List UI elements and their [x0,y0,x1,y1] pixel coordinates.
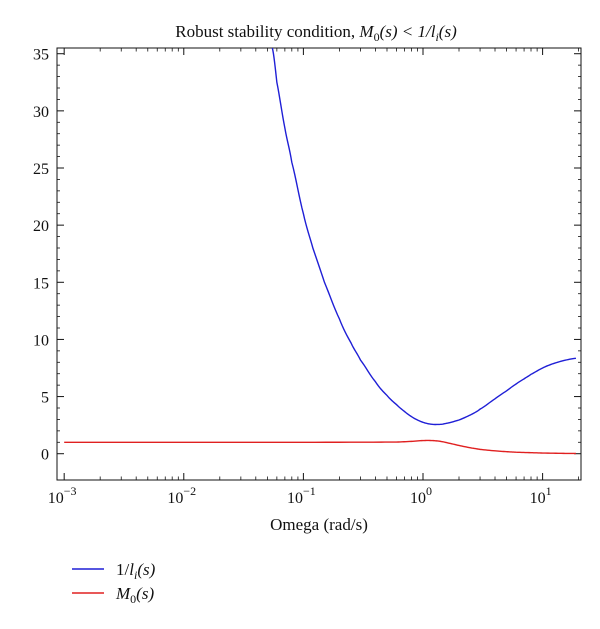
title-m-sub: 0 [374,30,380,44]
axes: 0 5 10 15 20 25 30 35 10−3 10−2 10−1 100 101 [33,47,581,507]
x-tick-label: 10−3 [48,484,77,507]
x-axis-label: Omega (rad/s) [270,515,368,534]
title-prefix: Robust stability condition, [175,22,359,41]
y-tick-label: 0 [41,447,49,464]
chart-title: Robust stability condition, M0(s) < 1/li… [175,22,457,44]
x-tick-label: 101 [530,484,552,507]
x-tick-label: 10−2 [167,484,196,507]
title-m-arg: (s) < 1/ [380,22,433,41]
title-l-letter: l [431,22,436,41]
plot-frame [56,47,582,481]
title-m-letter: M [358,22,374,41]
y-tick-label: 20 [33,218,49,235]
title-l-arg: (s) [439,22,457,41]
x-tick-label: 100 [410,484,432,507]
title-l-sub: i [435,30,438,44]
legend-label-m0: M0(s) [115,584,154,606]
series-line-1-over-li [271,48,577,426]
y-tick-label: 10 [33,332,49,349]
series-layer [64,48,577,455]
series-line-m0 [64,439,576,455]
y-tick-label: 35 [33,47,49,64]
legend-label-1-over-li: 1/li(s) [116,560,156,582]
y-tick-label: 25 [33,161,49,178]
legend: 1/li(s) M0(s) [72,560,156,606]
y-tick-label: 5 [41,390,49,407]
y-tick-label: 15 [33,275,49,292]
x-tick-label: 10−1 [287,484,316,507]
y-tick-label: 30 [33,104,49,121]
